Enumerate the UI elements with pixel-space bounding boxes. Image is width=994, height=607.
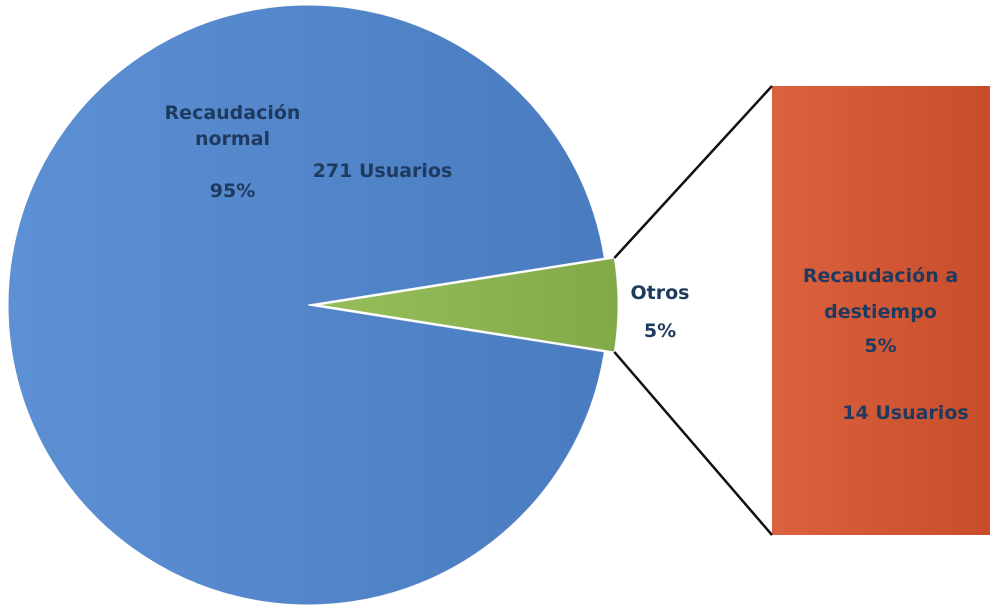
connector-line <box>613 351 773 536</box>
bar-label: Recaudación a destiempo <box>802 265 959 323</box>
slice-value-label: 95% <box>209 180 256 202</box>
annotation: 14 Usuarios <box>842 402 969 424</box>
slice-shade <box>8 5 605 606</box>
bar-shade <box>772 86 990 535</box>
annotation: 271 Usuarios <box>312 160 453 182</box>
slice-value-label: 5% <box>643 320 677 342</box>
slice-label: Otros <box>630 282 690 304</box>
bar-value-label: 5% <box>864 335 897 357</box>
slice-label: Recaudación normal <box>164 102 301 150</box>
slice-shade <box>318 258 618 352</box>
connector-line <box>613 85 773 259</box>
